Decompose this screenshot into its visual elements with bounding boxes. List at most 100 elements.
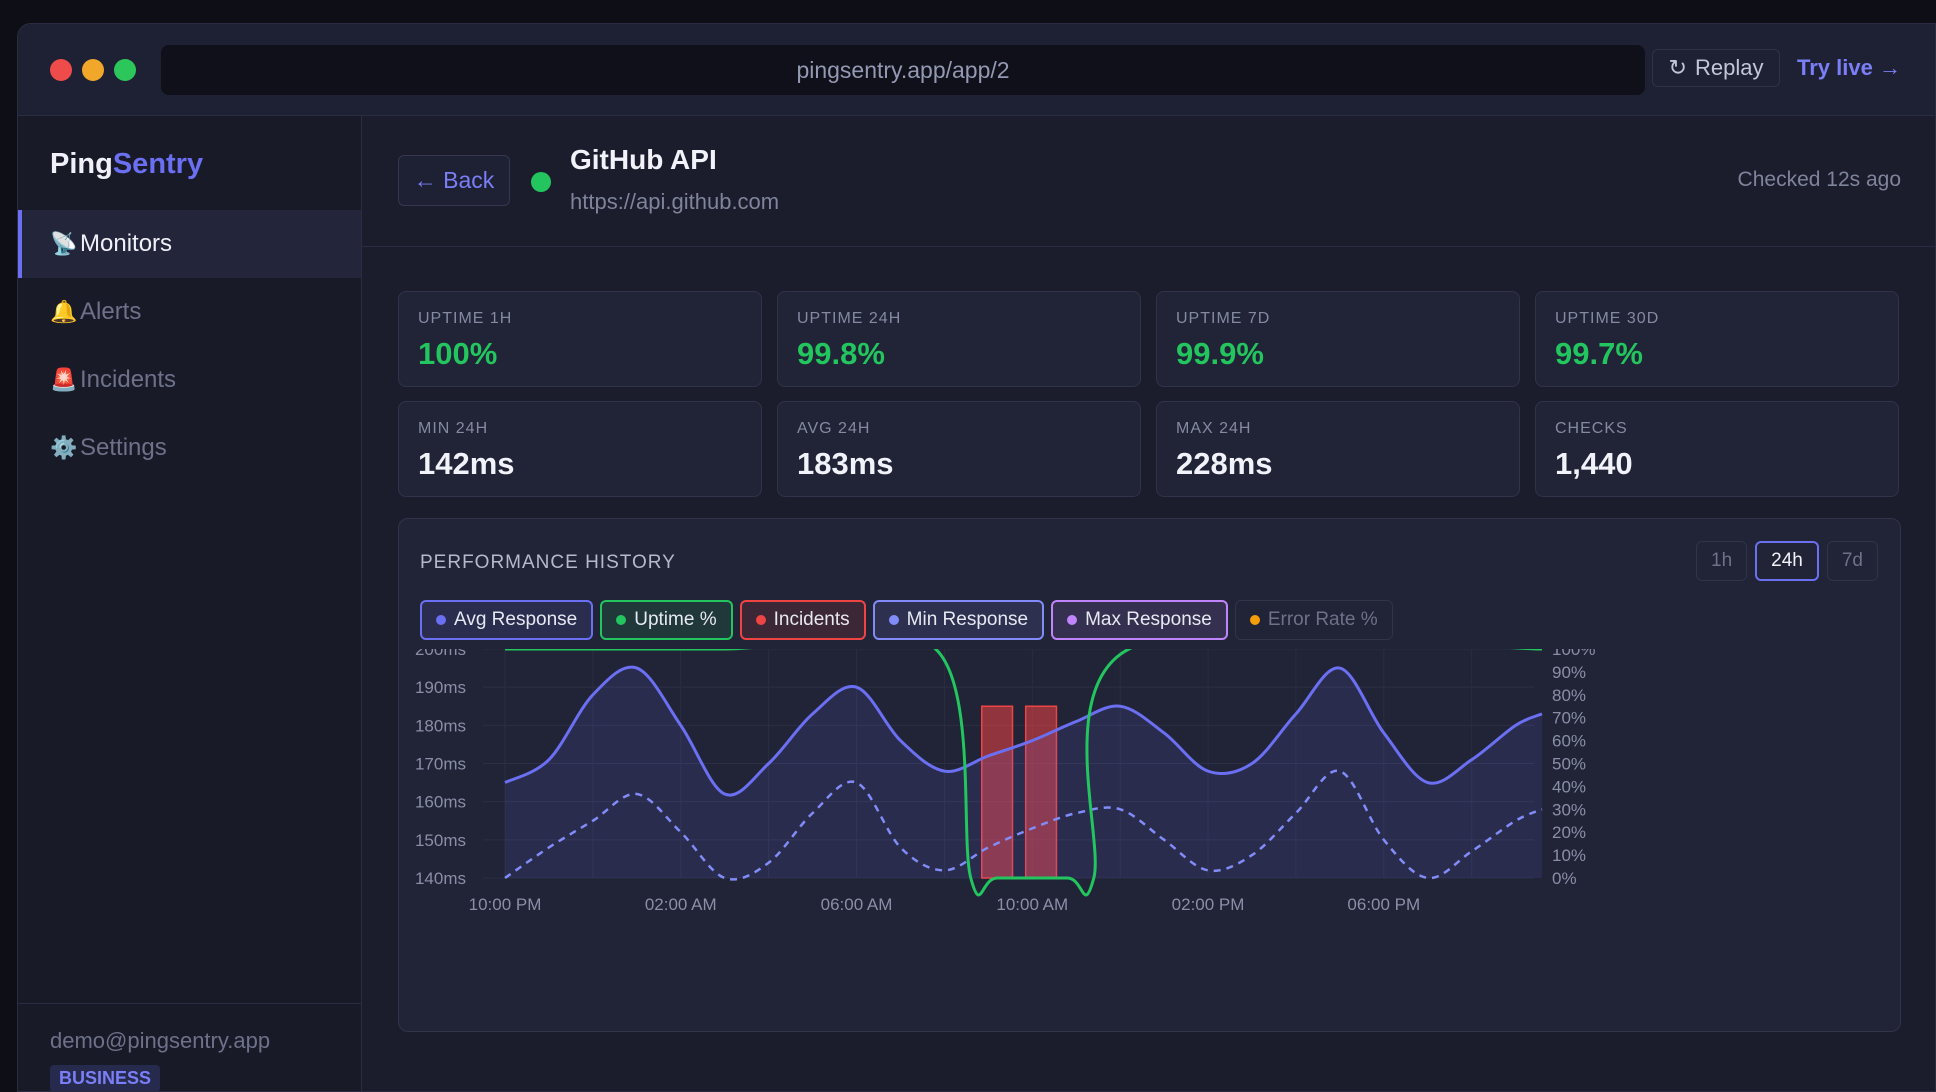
title-bar: pingsentry.app/app/2 ↻ Replay Try live → (18, 24, 1935, 116)
chart-title: PERFORMANCE HISTORY (420, 552, 676, 573)
legend-toggle-avg-response[interactable]: Avg Response (420, 600, 594, 640)
page-title: GitHub API (570, 144, 717, 175)
series-line-avg-response (504, 665, 1543, 797)
legend-dot (436, 615, 446, 625)
main-content: ← Back GitHub API https://api.github.com… (362, 116, 1935, 1091)
legend-dot (1249, 615, 1260, 625)
stat-value: 99.8% (797, 336, 885, 371)
legend-toggle-incidents[interactable]: Incidents (739, 600, 866, 640)
maximize-window-button[interactable] (114, 59, 136, 81)
replay-button[interactable]: ↻ Replay (1652, 49, 1780, 87)
replay-label: Replay (1694, 55, 1764, 80)
legend-label: Avg Response (454, 609, 578, 630)
y-axis-left-tick: 150ms (415, 831, 466, 850)
legend-dot (616, 615, 627, 625)
replay-icon: ↻ (1668, 55, 1687, 80)
close-window-button[interactable] (50, 59, 72, 81)
performance-chart: 200ms 190ms 180ms 170ms 160ms 150ms 140ms 100% 9… (415, 649, 1595, 914)
bell-icon: 🔔 (50, 299, 78, 324)
stat-value: 100% (418, 336, 498, 371)
gear-icon: ⚙️ (50, 435, 78, 460)
legend-dot (888, 615, 899, 625)
stat-card-uptime-1h: UPTIME 1H 100% (398, 291, 762, 387)
minimize-window-button[interactable] (82, 59, 104, 81)
user-email: demo@pingsentry.app (50, 1028, 271, 1053)
series-area-avg-response (505, 667, 1542, 878)
x-axis-tick: 06:00 PM (1347, 895, 1420, 914)
sidebar-item-label: Settings (80, 434, 167, 461)
sidebar-divider (18, 1003, 361, 1004)
y-axis-right-tick: 50% (1552, 755, 1586, 774)
y-axis-right-tick: 40% (1552, 777, 1586, 796)
y-axis-right-tick: 20% (1552, 823, 1586, 842)
try-live-link[interactable]: Try live → (1797, 55, 1901, 80)
browser-window: pingsentry.app/app/2 ↻ Replay Try live →… (17, 23, 1936, 1092)
range-button-24h[interactable]: 24h (1755, 541, 1819, 581)
incident-bar (1024, 705, 1058, 879)
y-axis-left-tick: 160ms (415, 793, 466, 812)
sidebar-item-incidents[interactable]: 🚨 Incidents (18, 346, 361, 414)
legend-label: Incidents (773, 609, 850, 630)
y-axis-right-tick: 90% (1552, 663, 1586, 682)
stat-card-checks: CHECKS 1,440 (1535, 401, 1899, 497)
logo-text-sentry: Sentry (112, 148, 204, 180)
legend-toggle-error-rate[interactable]: Error Rate % (1234, 600, 1393, 640)
app-logo[interactable]: PingSentry (50, 148, 203, 181)
incident-bar (981, 705, 1014, 879)
stat-label: AVG 24H (797, 420, 871, 437)
legend-toggle-max-response[interactable]: Max Response (1051, 600, 1228, 640)
x-axis-tick: 10:00 PM (469, 895, 542, 914)
y-axis-right-tick: 10% (1552, 846, 1586, 865)
x-axis-tick: 02:00 AM (645, 895, 717, 914)
legend-label: Min Response (906, 609, 1029, 630)
stat-value: 183ms (797, 446, 894, 481)
stat-card-uptime-30d: UPTIME 30D 99.7% (1535, 291, 1899, 387)
stat-label: UPTIME 7D (1176, 310, 1271, 327)
logo-text-ping: Ping (50, 148, 113, 180)
stat-card-uptime-7d: UPTIME 7D 99.9% (1156, 291, 1520, 387)
plan-badge: BUSINESS (50, 1065, 161, 1091)
monitor-url: https://api.github.com (570, 189, 780, 214)
y-axis-left-tick: 170ms (415, 755, 466, 774)
address-bar[interactable]: pingsentry.app/app/2 (161, 45, 1645, 95)
last-checked: Checked 12s ago (1737, 168, 1901, 191)
stat-value: 99.7% (1555, 336, 1643, 371)
series-line-uptime- (505, 649, 1542, 897)
y-axis-right-tick: 30% (1552, 800, 1586, 819)
stat-value: 99.9% (1176, 336, 1264, 371)
status-indicator (531, 172, 551, 192)
y-axis-left-tick: 180ms (415, 716, 466, 735)
sidebar-item-label: Incidents (80, 366, 177, 393)
x-axis-tick: 02:00 PM (1172, 895, 1245, 914)
stat-label: CHECKS (1555, 420, 1628, 437)
y-axis-right-tick: 70% (1552, 709, 1586, 728)
header-divider (362, 246, 1935, 247)
legend-dot (755, 615, 766, 625)
stat-label: MIN 24H (418, 420, 489, 437)
y-axis-left-tick: 140ms (415, 869, 466, 888)
y-axis-right-tick: 80% (1552, 686, 1586, 705)
satellite-icon: 📡 (50, 231, 78, 256)
legend-toggle-min-response[interactable]: Min Response (872, 600, 1045, 640)
stat-card-uptime-24h: UPTIME 24H 99.8% (777, 291, 1141, 387)
performance-chart-panel: PERFORMANCE HISTORY 1h 24h 7d Avg Respon… (398, 518, 1901, 1032)
legend-toggle-uptime[interactable]: Uptime % (600, 600, 733, 640)
x-axis-tick: 10:00 AM (996, 895, 1068, 914)
sidebar-item-alerts[interactable]: 🔔 Alerts (18, 278, 361, 346)
legend-dot (1067, 615, 1078, 625)
stat-value: 228ms (1176, 446, 1273, 481)
time-range-selector: 1h 24h 7d (1696, 541, 1878, 581)
back-button[interactable]: ← Back (398, 155, 510, 206)
sidebar-item-settings[interactable]: ⚙️ Settings (18, 414, 361, 482)
y-axis-left-tick: 200ms (415, 649, 466, 659)
stat-value: 1,440 (1555, 446, 1633, 481)
y-axis-right-tick: 100% (1552, 649, 1595, 659)
range-button-7d[interactable]: 7d (1826, 541, 1878, 581)
sidebar-item-monitors[interactable]: 📡 Monitors (18, 210, 361, 278)
stat-label: UPTIME 1H (418, 310, 513, 327)
range-button-1h[interactable]: 1h (1696, 541, 1748, 581)
x-axis-tick: 06:00 AM (821, 895, 893, 914)
legend-label: Uptime % (634, 609, 717, 630)
legend-label: Max Response (1085, 609, 1212, 630)
stat-label: MAX 24H (1176, 420, 1252, 437)
